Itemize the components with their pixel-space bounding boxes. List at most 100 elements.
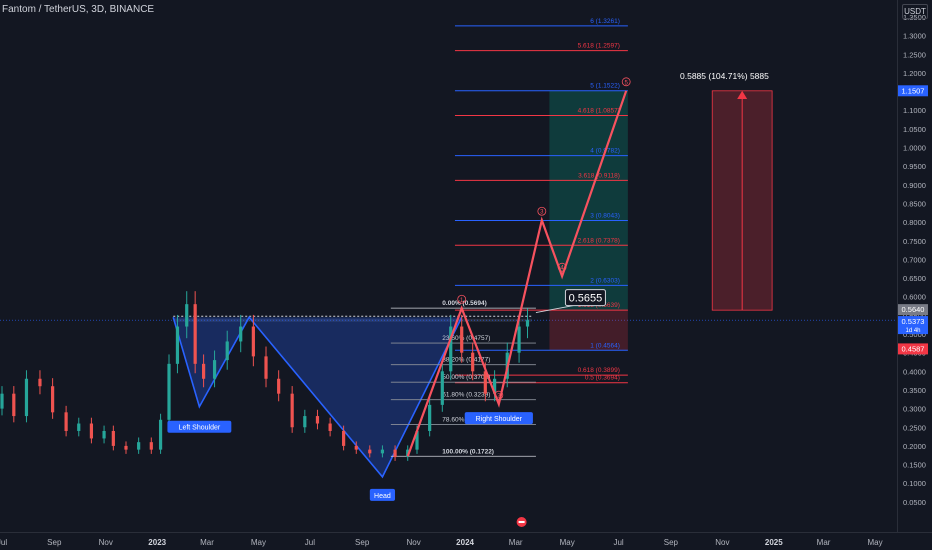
candle-body bbox=[12, 393, 16, 417]
right-shoulder-tag-bg bbox=[464, 412, 533, 425]
time-tick-label: Jul bbox=[0, 538, 7, 547]
wave-marker-label: 2 bbox=[497, 394, 501, 400]
price-tick-label: 0.2000 bbox=[903, 442, 926, 451]
candle-body bbox=[342, 430, 346, 446]
wave-marker-circle bbox=[537, 206, 547, 216]
callout-box bbox=[564, 289, 606, 307]
candle-body bbox=[428, 404, 432, 431]
price-tick-label: 0.7000 bbox=[903, 255, 926, 264]
candle-body bbox=[0, 393, 4, 409]
candle-body bbox=[201, 363, 206, 379]
wave-marker-circle bbox=[621, 77, 631, 87]
candle-body bbox=[354, 445, 358, 450]
right-shoulder-tag-text: Right Shoulder bbox=[476, 416, 523, 423]
right-shoulder-tag: Right Shoulder bbox=[464, 412, 533, 425]
wave-path bbox=[406, 90, 628, 457]
fib-retracement-label: 38.20% (0.4177) bbox=[442, 357, 490, 364]
time-tick-label: Nov bbox=[99, 538, 113, 547]
price-tick-label: 0.4000 bbox=[903, 367, 926, 376]
time-tick-label: Mar bbox=[817, 538, 831, 547]
time-tick-label: Nov bbox=[407, 538, 421, 547]
time-tick-label: Mar bbox=[200, 538, 214, 547]
currency-button[interactable]: USDT bbox=[902, 4, 928, 19]
candle-body bbox=[493, 378, 497, 394]
time-tick-label: 2025 bbox=[765, 538, 783, 547]
candle-body bbox=[277, 378, 281, 394]
price-axis-separator bbox=[897, 0, 898, 532]
wave-marker: 2 bbox=[494, 390, 504, 400]
measure-label: 0.5885 (104.71%) 5885 bbox=[680, 71, 769, 81]
time-tick-label: May bbox=[251, 538, 266, 547]
price-badge-label: 0.5373 bbox=[902, 317, 925, 326]
time-tick-label: Sep bbox=[47, 538, 62, 547]
candle-body bbox=[175, 326, 180, 364]
fib-projection-label: 2 (0.6303) bbox=[590, 277, 620, 284]
price-tick-label: 0.7500 bbox=[903, 237, 926, 246]
candle-body bbox=[525, 320, 530, 327]
time-tick-label: May bbox=[867, 538, 882, 547]
candle-body bbox=[449, 326, 453, 372]
candle-body bbox=[149, 442, 153, 450]
price-tick-label: 0.5500 bbox=[903, 311, 926, 320]
wave-marker-label: 5 bbox=[625, 80, 629, 86]
candle-body bbox=[415, 430, 419, 450]
fib-retracement-label: 100.00% (0.1722) bbox=[442, 448, 494, 455]
fib-retracement-label: 61.80% (0.3239) bbox=[442, 392, 490, 399]
candle-body bbox=[380, 449, 385, 454]
symbol-title[interactable]: Fantom / TetherUS, 3D, BINANCE bbox=[2, 4, 155, 15]
head-tag-bg bbox=[369, 488, 396, 501]
time-tick-label: Jul bbox=[613, 538, 623, 547]
wave-marker-label: 1 bbox=[460, 298, 464, 304]
price-tick-label: 1.1000 bbox=[903, 106, 926, 115]
fib-projection-label: 1 (0.4564) bbox=[590, 342, 620, 349]
price-badge-label: 0.5640 bbox=[902, 305, 925, 314]
price-tick-label: 0.5000 bbox=[903, 330, 926, 339]
time-tick-label: Mar bbox=[509, 538, 523, 547]
fib-retracement-label: 50.00% (0.3708) bbox=[442, 374, 490, 381]
candle-body bbox=[517, 326, 521, 353]
fib-retracement-label: 23.60% (0.4757) bbox=[442, 335, 490, 342]
candle-body bbox=[158, 419, 163, 450]
candle-body bbox=[64, 412, 68, 431]
price-tick-label: 0.2500 bbox=[903, 423, 926, 432]
price-tick-label: 0.0500 bbox=[903, 498, 926, 507]
candle-body bbox=[212, 360, 217, 379]
candle-body bbox=[89, 423, 94, 439]
candle-body bbox=[290, 393, 294, 428]
price-badge bbox=[898, 316, 928, 335]
candle-body bbox=[225, 341, 229, 361]
earnings-icon-mark bbox=[518, 521, 525, 523]
candle-body bbox=[264, 356, 268, 379]
fib-projection-label: 0.618 (0.3899) bbox=[578, 367, 620, 374]
measure-arrow-head bbox=[737, 90, 748, 100]
time-axis-separator bbox=[0, 532, 932, 533]
fib-projection-label: 6 (1.3261) bbox=[590, 18, 620, 25]
wave-marker: 4 bbox=[557, 262, 567, 272]
time-tick-label: 2023 bbox=[148, 538, 166, 547]
wave-marker-circle bbox=[494, 390, 504, 400]
price-tick-label: 1.2500 bbox=[903, 50, 926, 59]
price-tick-label: 0.3000 bbox=[903, 405, 926, 414]
time-tick-label: May bbox=[560, 538, 575, 547]
time-tick-label: Jul bbox=[305, 538, 315, 547]
wave-marker: 3 bbox=[537, 206, 547, 216]
fib-projection-label: 2.618 (0.7378) bbox=[578, 237, 620, 244]
head-shoulders-line bbox=[172, 315, 463, 479]
time-tick-label: Sep bbox=[355, 538, 370, 547]
wave-marker-circle bbox=[457, 294, 467, 304]
price-tick-label: 0.1000 bbox=[903, 479, 926, 488]
head-tag-text: Head bbox=[374, 493, 391, 500]
fib-projection-label: 5.618 (1.2597) bbox=[578, 43, 620, 50]
price-badge bbox=[898, 304, 928, 316]
head-shoulders-fill bbox=[173, 317, 462, 477]
candle-body bbox=[368, 449, 372, 454]
candle-body bbox=[440, 371, 444, 405]
fib-projection-label: 3.618 (0.9118) bbox=[578, 172, 620, 179]
left-shoulder-tag-text: Left Shoulder bbox=[179, 425, 221, 432]
candle-body bbox=[111, 430, 115, 446]
candle-body bbox=[193, 304, 197, 364]
price-tick-label: 0.6500 bbox=[903, 274, 926, 283]
callout-label: 0.5655 bbox=[569, 293, 603, 305]
